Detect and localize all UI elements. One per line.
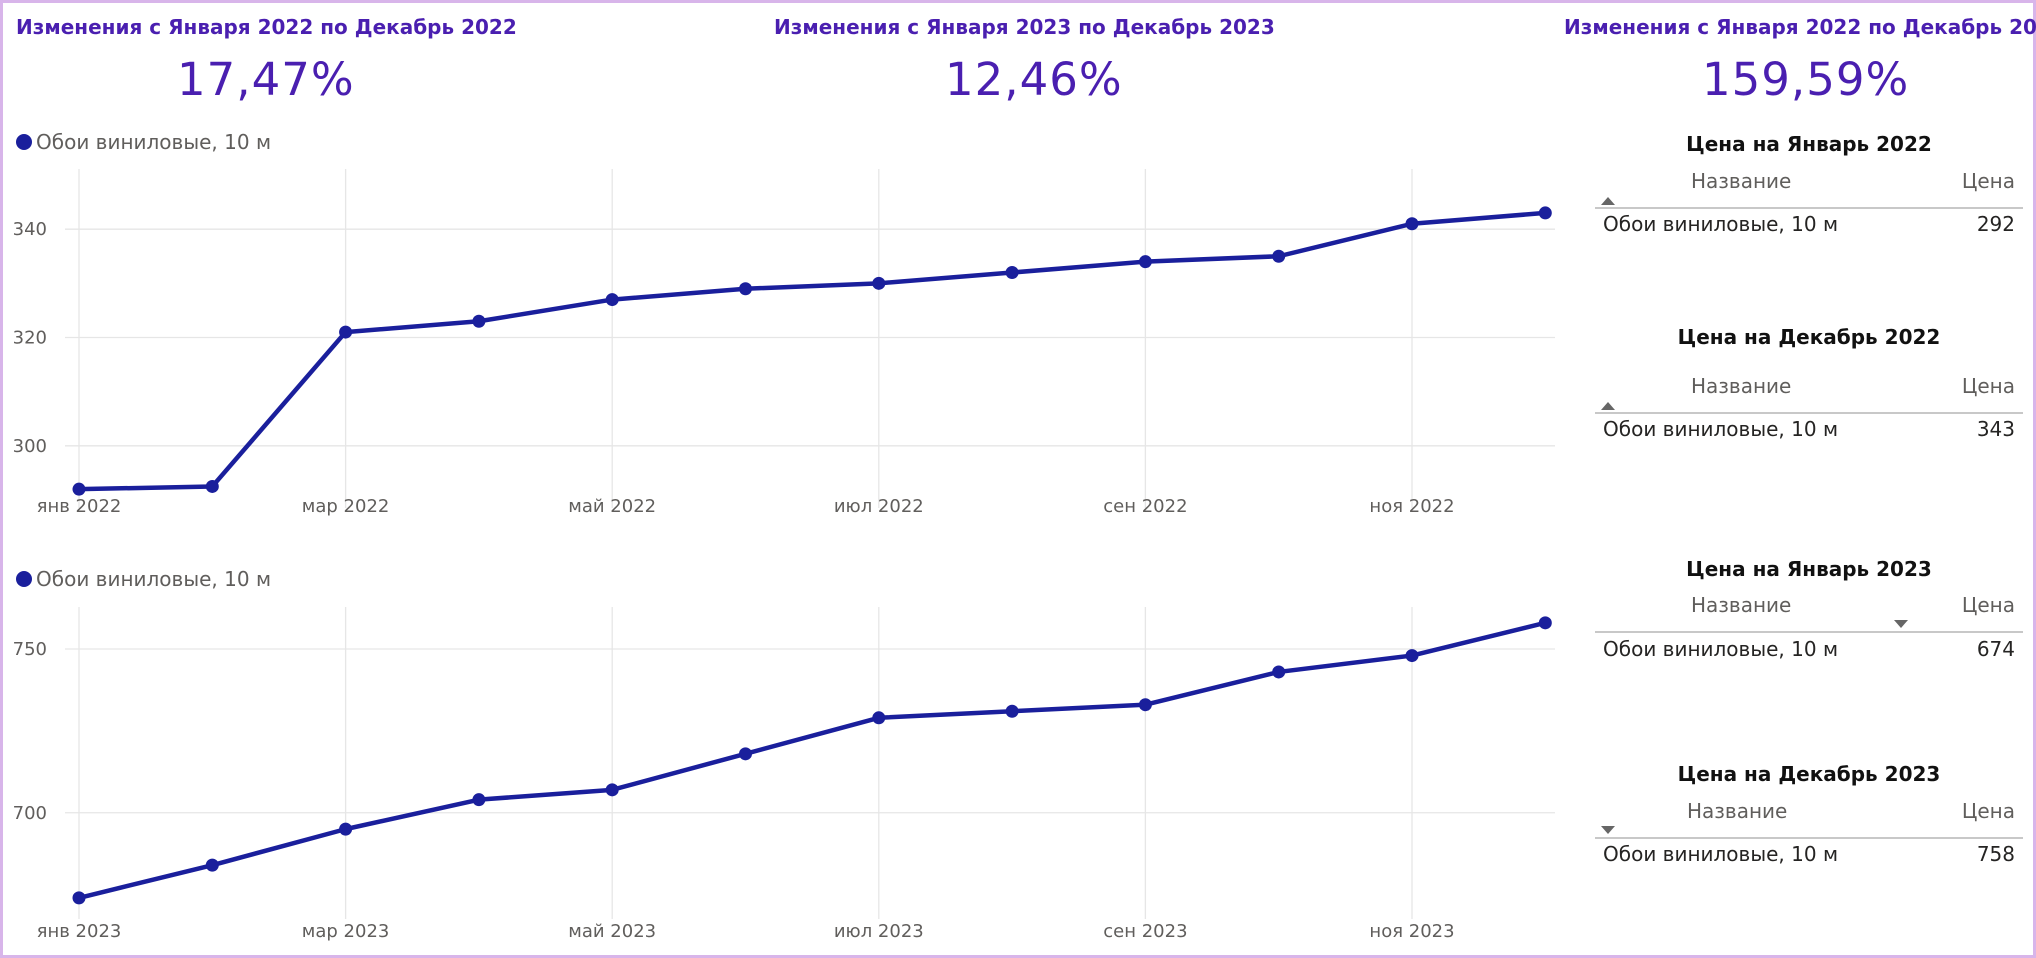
data-point bbox=[605, 293, 619, 307]
kpi-value-2022: 17,47% bbox=[177, 53, 355, 106]
data-point bbox=[472, 793, 486, 807]
line-chart-2023: 700 750 янв 2023 мар 2023 май 2023 июл 2023 се… bbox=[13, 607, 1555, 942]
data-point bbox=[1272, 249, 1286, 263]
table-title-dec-2022: Цена на Декабрь 2022 bbox=[1677, 325, 1941, 349]
data-point bbox=[1138, 255, 1152, 269]
sort-descending-icon[interactable] bbox=[1894, 620, 1908, 628]
table-title-dec-2023: Цена на Декабрь 2023 bbox=[1677, 762, 1941, 786]
line-chart-2022: 300 320 340 янв 2022 мар 2022 май 2022 июл 202… bbox=[13, 169, 1555, 517]
x-tick-label: мар 2022 bbox=[302, 496, 390, 517]
data-point bbox=[1405, 649, 1419, 663]
sort-ascending-icon[interactable] bbox=[1601, 197, 1615, 205]
x-tick-label: янв 2023 bbox=[37, 921, 122, 942]
table-row: Обои виниловые, 10 м 343 bbox=[1595, 417, 2023, 447]
table-header-dec-2023: Название Цена bbox=[1595, 799, 2023, 839]
cell-name: Обои виниловые, 10 м bbox=[1603, 637, 1839, 661]
data-point bbox=[205, 479, 219, 493]
column-header-name[interactable]: Название bbox=[1691, 374, 1792, 398]
cell-name: Обои виниловые, 10 м bbox=[1603, 417, 1839, 441]
table-row: Обои виниловые, 10 м 674 bbox=[1595, 637, 2023, 667]
x-tick-label: ноя 2022 bbox=[1369, 496, 1454, 517]
cell-price: 758 bbox=[1976, 842, 2015, 866]
chart-legend-2022[interactable]: Обои виниловые, 10 м bbox=[16, 130, 271, 154]
column-header-price[interactable]: Цена bbox=[1961, 169, 2015, 193]
data-point bbox=[1538, 206, 1552, 220]
kpi-value-2023: 12,46% bbox=[945, 53, 1123, 106]
data-point bbox=[605, 783, 619, 797]
y-tick-label: 700 bbox=[13, 803, 47, 824]
kpi-title-2023: Изменения с Января 2023 по Декабрь 2023 bbox=[774, 15, 1275, 39]
y-tick-label: 340 bbox=[13, 219, 47, 240]
table-title-jan-2023: Цена на Январь 2023 bbox=[1686, 557, 1932, 581]
data-point bbox=[1405, 217, 1419, 231]
data-point bbox=[1272, 665, 1286, 679]
cell-price: 343 bbox=[1976, 417, 2015, 441]
x-tick-label: янв 2022 bbox=[37, 496, 122, 517]
legend-dot-icon bbox=[16, 134, 32, 150]
series-line bbox=[78, 620, 1546, 901]
table-header-dec-2022: Название Цена bbox=[1595, 374, 2023, 414]
x-tick-label: июл 2022 bbox=[834, 496, 924, 517]
table-title-jan-2022: Цена на Январь 2022 bbox=[1686, 132, 1932, 156]
data-point bbox=[1005, 266, 1019, 279]
legend-label: Обои виниловые, 10 м bbox=[36, 567, 272, 591]
data-point bbox=[1538, 616, 1552, 630]
sort-descending-icon[interactable] bbox=[1601, 826, 1615, 834]
x-tick-label: май 2022 bbox=[568, 496, 656, 517]
y-tick-label: 320 bbox=[13, 328, 47, 349]
data-point bbox=[205, 858, 219, 872]
legend-label: Обои виниловые, 10 м bbox=[36, 130, 272, 154]
data-point bbox=[1138, 698, 1152, 712]
sort-ascending-icon[interactable] bbox=[1601, 402, 1615, 410]
x-tick-label: сен 2023 bbox=[1103, 921, 1187, 942]
x-tick-label: июл 2023 bbox=[834, 921, 924, 942]
data-point bbox=[72, 891, 86, 905]
x-tick-label: ноя 2023 bbox=[1369, 921, 1454, 942]
y-tick-label: 300 bbox=[13, 436, 47, 457]
data-point bbox=[1005, 704, 1019, 718]
chart-legend-2023[interactable]: Обои виниловые, 10 м bbox=[16, 567, 271, 591]
series-line bbox=[78, 210, 1546, 492]
data-point bbox=[739, 747, 752, 761]
x-tick-label: май 2023 bbox=[568, 921, 656, 942]
y-tick-label: 750 bbox=[13, 639, 47, 660]
legend-dot-icon bbox=[16, 571, 32, 587]
cell-price: 674 bbox=[1976, 637, 2015, 661]
table-row: Обои виниловые, 10 м 292 bbox=[1595, 212, 2023, 242]
data-point bbox=[472, 314, 486, 328]
data-point bbox=[872, 711, 886, 725]
table-header-jan-2022: Название Цена bbox=[1595, 169, 2023, 209]
column-header-price[interactable]: Цена bbox=[1961, 374, 2015, 398]
x-tick-label: мар 2023 bbox=[302, 921, 390, 942]
column-header-name[interactable]: Название bbox=[1691, 169, 1792, 193]
cell-name: Обои виниловые, 10 м bbox=[1603, 212, 1839, 236]
data-point bbox=[339, 325, 353, 339]
column-header-name[interactable]: Название bbox=[1691, 593, 1792, 617]
column-header-price[interactable]: Цена bbox=[1961, 593, 2015, 617]
data-point bbox=[739, 282, 752, 296]
kpi-value-2022-2023: 159,59% bbox=[1702, 53, 1910, 106]
kpi-title-2022-2023: Изменения с Января 2022 по Декабрь 2023 bbox=[1564, 15, 2036, 39]
data-point bbox=[339, 822, 353, 836]
kpi-title-2022: Изменения с Января 2022 по Декабрь 2022 bbox=[16, 15, 517, 39]
table-row: Обои виниловые, 10 м 758 bbox=[1595, 842, 2023, 872]
cell-name: Обои виниловые, 10 м bbox=[1603, 842, 1839, 866]
table-header-jan-2023: Название Цена bbox=[1595, 593, 2023, 633]
x-tick-label: сен 2022 bbox=[1103, 496, 1187, 517]
column-header-name[interactable]: Название bbox=[1687, 799, 1788, 823]
column-header-price[interactable]: Цена bbox=[1961, 799, 2015, 823]
data-point bbox=[72, 482, 86, 496]
data-point bbox=[872, 276, 886, 290]
cell-price: 292 bbox=[1976, 212, 2015, 236]
